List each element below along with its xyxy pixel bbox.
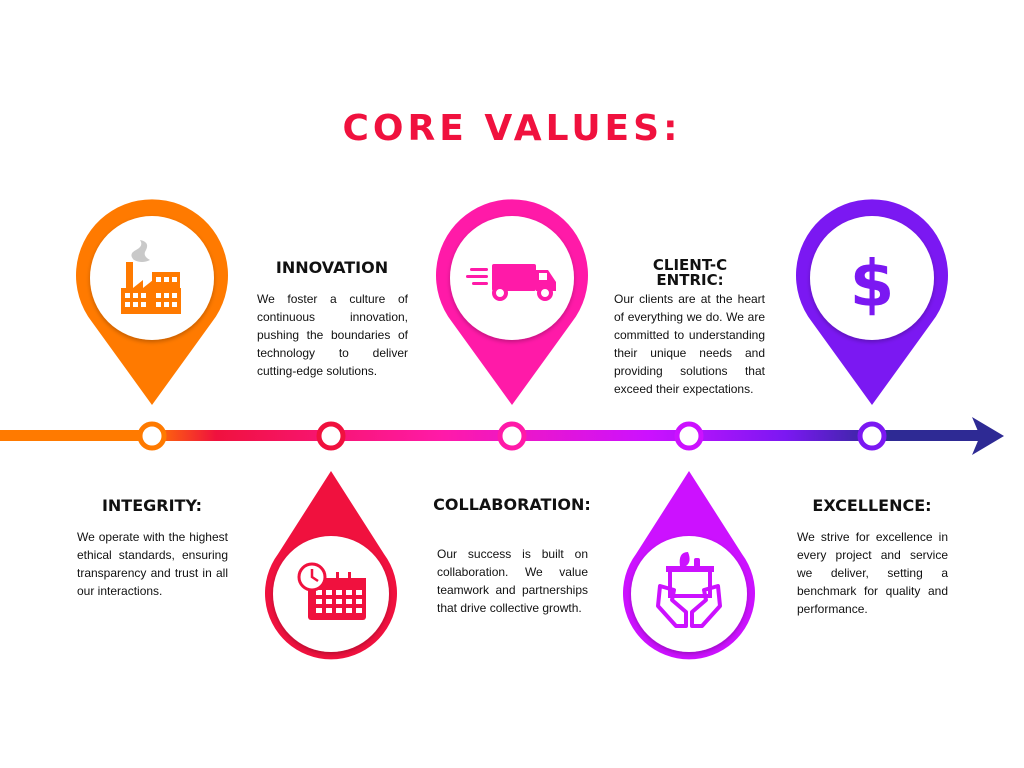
collaboration-heading: COLLABORATION: [433, 495, 591, 514]
page-title: CORE VALUES: [342, 108, 682, 149]
innovation-description: We foster a culture of continuous innova… [257, 292, 408, 378]
milestone-dot-client-centric [674, 421, 704, 451]
client-centric-description: Our clients are at the heart of everythi… [614, 292, 765, 396]
milestone-dot-integrity [137, 421, 167, 451]
pin-collaboration [435, 199, 588, 405]
collaboration-description: Our success is built on collaboration. W… [437, 547, 588, 615]
timeline-arrow-head [972, 417, 1004, 455]
pin-client-centric [623, 471, 755, 660]
dollar-icon: $ [850, 248, 895, 322]
timeline-line [0, 430, 982, 441]
excellence-description: We strive for excellence in every projec… [797, 530, 948, 616]
client-centric-heading: CLIENT-CENTRIC: [652, 256, 728, 289]
delivery-truck-icon [466, 264, 556, 301]
milestone-dot-collaboration [497, 421, 527, 451]
calendar-clock-icon [297, 562, 366, 620]
milestone-dot-excellence [857, 421, 887, 451]
hands-box-icon [656, 552, 722, 628]
integrity-description: We operate with the highest ethical stan… [77, 530, 228, 598]
integrity-heading: INTEGRITY: [101, 496, 203, 515]
pin-excellence [796, 199, 948, 405]
factory-icon [121, 240, 181, 314]
milestone-dot-innovation [316, 421, 346, 451]
pin-innovation [265, 471, 398, 660]
innovation-heading: INNOVATION [275, 258, 389, 277]
excellence-heading: EXCELLENCE: [812, 496, 932, 515]
